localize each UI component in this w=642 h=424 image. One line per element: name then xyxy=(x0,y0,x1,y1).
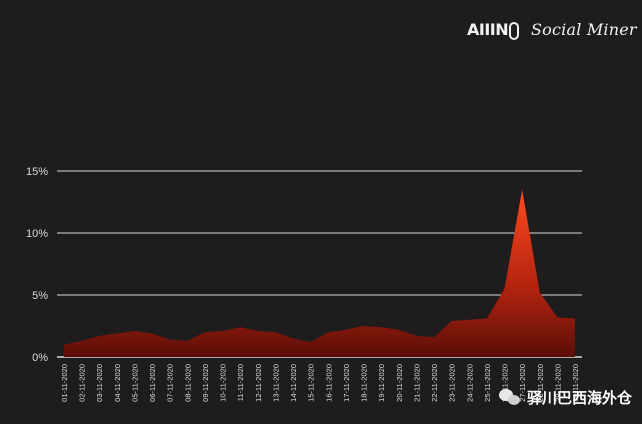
x-tick-label: 16-11-2020 xyxy=(324,364,333,402)
x-tick-label: 19-11-2020 xyxy=(377,364,386,402)
area-series xyxy=(64,189,575,357)
y-tick-label: 15% xyxy=(26,166,48,178)
x-tick-label: 04-11-2020 xyxy=(113,364,122,402)
x-tick-label: 07-11-2020 xyxy=(166,364,175,402)
allin-logo: AIIIN xyxy=(467,14,520,44)
x-tick-label: 05-11-2020 xyxy=(130,364,139,402)
social-miner-logo: Social Miner xyxy=(531,19,637,39)
x-tick-label: 12-11-2020 xyxy=(254,364,263,402)
x-tick-label: 09-11-2020 xyxy=(201,364,210,402)
x-tick-label: 27-11-2020 xyxy=(518,364,527,402)
x-tick-label: 23-11-2020 xyxy=(448,364,457,402)
x-tick-label: 13-11-2020 xyxy=(271,364,280,402)
x-tick-label: 25-11-2020 xyxy=(483,364,492,402)
x-tick-label: 03-11-2020 xyxy=(95,364,104,402)
x-tick-label: 08-11-2020 xyxy=(183,364,192,402)
wechat-icon xyxy=(498,388,521,407)
x-tick-label: 29-11-2020 xyxy=(553,364,562,402)
x-tick-label: 06-11-2020 xyxy=(148,364,157,402)
allin-logo-text: AIIIN xyxy=(467,19,509,39)
x-tick-label: 24-11-2020 xyxy=(465,364,474,402)
x-tick-label: 01-11-2020 xyxy=(60,364,69,402)
y-tick-label: 5% xyxy=(32,290,48,302)
wechat-watermark: 驿川巴西海外仓 xyxy=(498,387,632,408)
x-tick-label: 20-11-2020 xyxy=(395,364,404,402)
y-tick-label: 10% xyxy=(26,228,48,240)
x-tick-label: 11-11-2020 xyxy=(236,364,245,401)
x-tick-label: 17-11-2020 xyxy=(342,364,351,402)
x-tick-label: 22-11-2020 xyxy=(430,364,439,402)
x-tick-label: 18-11-2020 xyxy=(360,364,369,402)
x-tick-label: 02-11-2020 xyxy=(78,364,87,402)
x-tick-label: 28-11-2020 xyxy=(536,364,545,402)
x-tick-label: 14-11-2020 xyxy=(289,364,298,402)
x-tick-label: 15-11-2020 xyxy=(307,364,316,402)
watermark-text: 驿川巴西海外仓 xyxy=(526,389,632,407)
x-tick-label: 10-11-2020 xyxy=(219,364,228,402)
y-tick-label: 0% xyxy=(32,352,48,364)
x-tick-label: 30-11-2020 xyxy=(571,364,580,402)
x-tick-label: 26-11-2020 xyxy=(501,364,510,402)
allin-logo-zero-icon xyxy=(509,22,520,40)
x-tick-label: 21-11-2020 xyxy=(412,364,421,402)
